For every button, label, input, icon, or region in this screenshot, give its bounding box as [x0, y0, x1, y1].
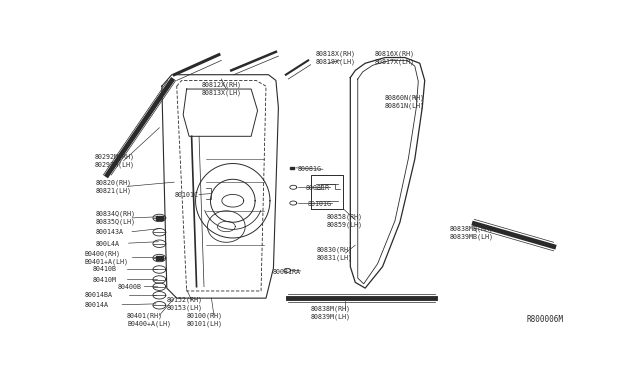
Text: 80818X(RH)
80819X(LH): 80818X(RH) 80819X(LH) — [316, 50, 356, 65]
Text: 800L4A: 800L4A — [96, 241, 120, 247]
Text: 80812X(RH)
80813X(LH): 80812X(RH) 80813X(LH) — [202, 82, 241, 96]
Text: 80860N(RH)
80861N(LH): 80860N(RH) 80861N(LH) — [385, 95, 425, 109]
Text: 80410M: 80410M — [92, 276, 116, 282]
Text: 80401(RH)
B0400+A(LH): 80401(RH) B0400+A(LH) — [127, 313, 171, 327]
Text: 80101G: 80101G — [307, 201, 331, 206]
Text: 80081R: 80081R — [306, 185, 330, 191]
Text: 80838MB(RH)
80839MB(LH): 80838MB(RH) 80839MB(LH) — [449, 225, 493, 240]
Text: 80014A: 80014A — [85, 302, 109, 308]
Polygon shape — [156, 216, 163, 220]
Text: 80400B: 80400B — [117, 284, 141, 290]
Text: 80100(RH)
80101(LH): 80100(RH) 80101(LH) — [187, 313, 223, 327]
Text: 80820(RH)
80821(LH): 80820(RH) 80821(LH) — [96, 179, 132, 194]
Text: 80834Q(RH)
80835Q(LH): 80834Q(RH) 80835Q(LH) — [96, 211, 136, 225]
Text: 80152(RH)
80153(LH): 80152(RH) 80153(LH) — [167, 296, 203, 311]
Text: 80830(RH)
80831(LH): 80830(RH) 80831(LH) — [317, 247, 353, 261]
Text: 80081RA: 80081RA — [273, 269, 300, 275]
Text: 80292M(RH)
80293M(LH): 80292M(RH) 80293M(LH) — [95, 153, 135, 168]
Text: 80838M(RH)
80839M(LH): 80838M(RH) 80839M(LH) — [310, 305, 351, 320]
Text: 80014BA: 80014BA — [85, 292, 113, 298]
Text: 80101C: 80101C — [174, 192, 198, 198]
Text: R800006M: R800006M — [527, 315, 564, 324]
Text: B0400(RH)
B0401+A(LH): B0400(RH) B0401+A(LH) — [85, 251, 129, 265]
Text: 80410B: 80410B — [92, 266, 116, 273]
Text: 80858(RH)
80859(LH): 80858(RH) 80859(LH) — [327, 214, 363, 228]
Text: 80081G: 80081G — [297, 166, 321, 172]
Text: 80816X(RH)
80817X(LH): 80816X(RH) 80817X(LH) — [375, 50, 415, 65]
Polygon shape — [290, 167, 294, 169]
Text: 800143A: 800143A — [96, 229, 124, 235]
Polygon shape — [156, 256, 163, 260]
